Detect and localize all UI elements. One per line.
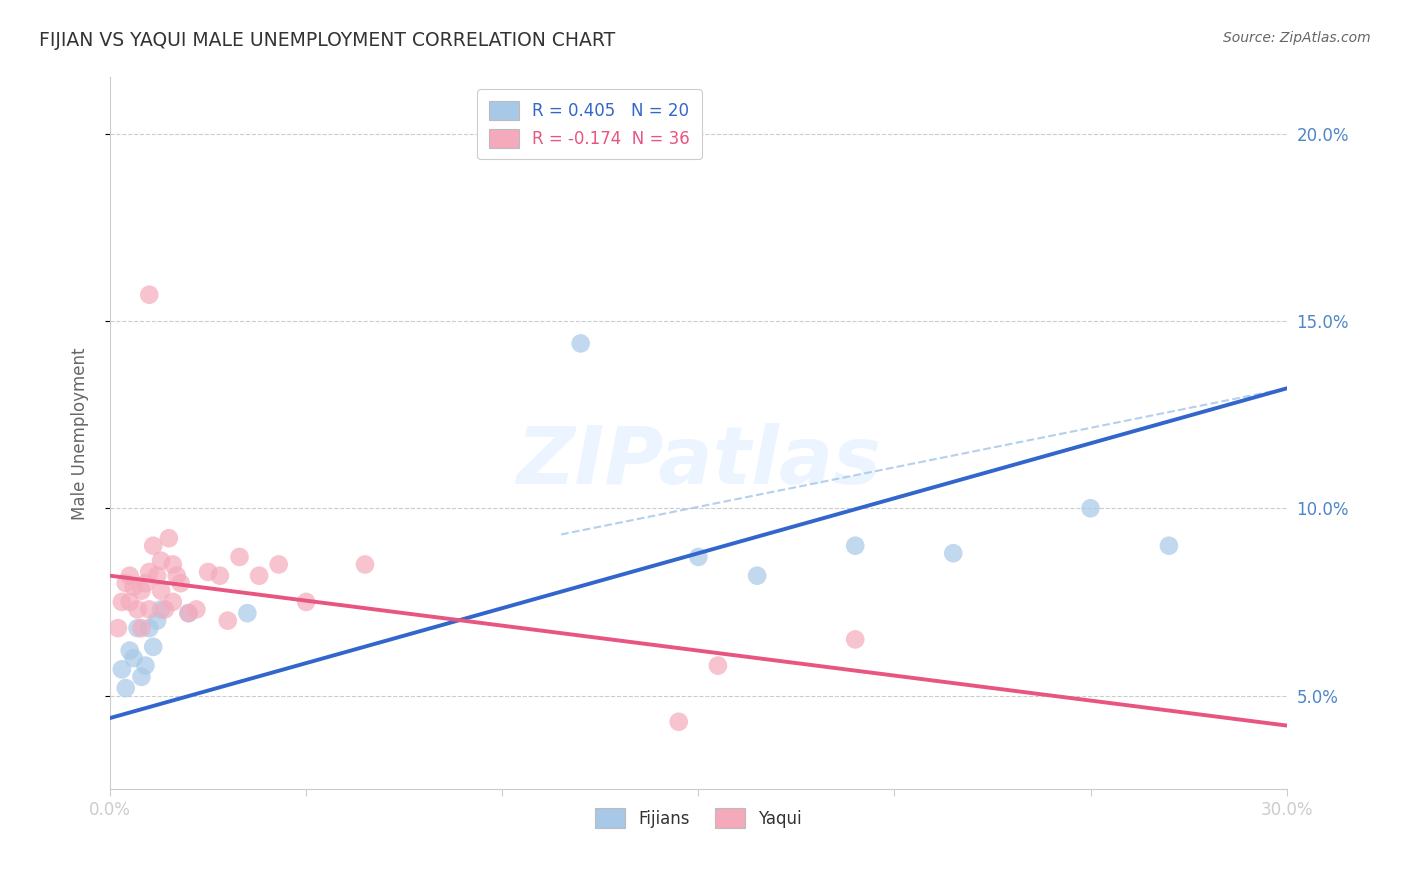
Point [118, 568, 141, 582]
Point [668, 714, 690, 729]
Point [177, 606, 200, 620]
Point [138, 565, 160, 579]
Point [142, 640, 165, 654]
Text: ZIPatlas: ZIPatlas [516, 423, 880, 500]
Point [844, 539, 866, 553]
Point [267, 558, 290, 572]
Text: Source: ZipAtlas.com: Source: ZipAtlas.com [1223, 31, 1371, 45]
Point [844, 632, 866, 647]
Point [169, 576, 191, 591]
Point [150, 554, 173, 568]
Point [107, 621, 129, 635]
Point [569, 336, 592, 351]
Point [162, 558, 184, 572]
Point [111, 662, 134, 676]
Point [157, 531, 180, 545]
Point [134, 658, 156, 673]
Point [166, 568, 188, 582]
Point [162, 595, 184, 609]
Point [236, 606, 259, 620]
Point [354, 558, 377, 572]
Point [122, 580, 145, 594]
Point [707, 658, 730, 673]
Point [118, 643, 141, 657]
Point [114, 681, 136, 695]
Point [150, 602, 173, 616]
Legend: Fijians, Yaqui: Fijians, Yaqui [588, 802, 808, 834]
Point [131, 583, 153, 598]
Point [138, 621, 160, 635]
Point [127, 621, 149, 635]
Point [122, 651, 145, 665]
Point [247, 568, 270, 582]
Point [942, 546, 965, 560]
Point [208, 568, 231, 582]
Point [747, 568, 769, 582]
Point [228, 549, 250, 564]
Point [150, 583, 173, 598]
Point [177, 606, 200, 620]
Text: FIJIAN VS YAQUI MALE UNEMPLOYMENT CORRELATION CHART: FIJIAN VS YAQUI MALE UNEMPLOYMENT CORREL… [39, 31, 616, 50]
Point [146, 568, 169, 582]
Point [197, 565, 219, 579]
Point [688, 549, 710, 564]
Point [118, 595, 141, 609]
Point [1080, 501, 1102, 516]
Point [146, 614, 169, 628]
Point [153, 602, 176, 616]
Point [142, 539, 165, 553]
Y-axis label: Male Unemployment: Male Unemployment [72, 347, 89, 519]
Point [127, 602, 149, 616]
Point [131, 670, 153, 684]
Point [138, 287, 160, 301]
Point [138, 602, 160, 616]
Point [114, 576, 136, 591]
Point [134, 576, 156, 591]
Point [186, 602, 208, 616]
Point [217, 614, 239, 628]
Point [131, 621, 153, 635]
Point [1157, 539, 1180, 553]
Point [111, 595, 134, 609]
Point [295, 595, 318, 609]
